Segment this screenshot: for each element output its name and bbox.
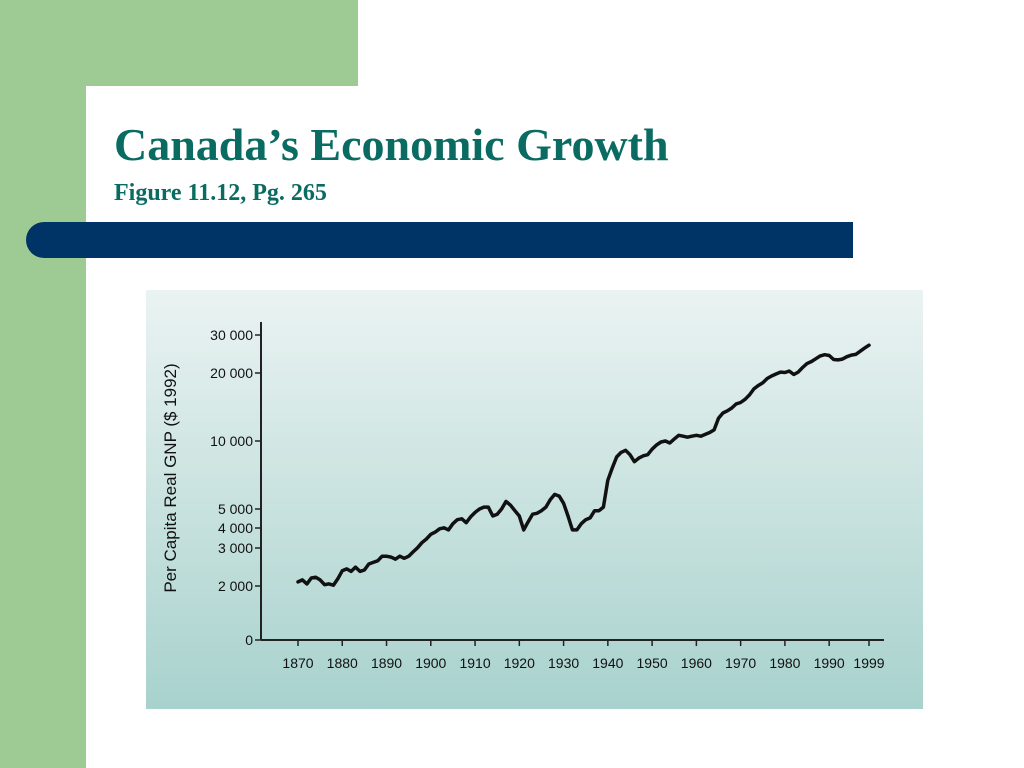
x-tick-label: 1890	[371, 655, 402, 671]
y-tick-label: 0	[245, 632, 253, 648]
y-tick-label: 5 000	[218, 501, 253, 517]
gnp-line-chart: 30 000 20 000 10 000 5 000 4 000 3 000 2 000 0 1…	[146, 290, 923, 709]
x-tick-label: 1999	[853, 655, 884, 671]
chart-background	[146, 290, 923, 709]
x-tick-label: 1900	[415, 655, 446, 671]
x-tick-label: 1910	[459, 655, 490, 671]
series-line	[296, 343, 871, 587]
y-tick-label: 30 000	[210, 327, 253, 343]
chart-panel: 30 000 20 000 10 000 5 000 4 000 3 000 2 000 0 1…	[146, 290, 923, 709]
x-tick-label: 1870	[282, 655, 313, 671]
x-tick-label: 1940	[592, 655, 623, 671]
y-tick-label: 10 000	[210, 433, 253, 449]
y-tick-label: 3 000	[218, 540, 253, 556]
y-tick-label: 20 000	[210, 365, 253, 381]
slide-subtitle: Figure 11.12, Pg. 265	[114, 180, 327, 206]
x-tick-label: 1970	[725, 655, 756, 671]
slide-title: Canada’s Economic Growth	[114, 119, 669, 170]
x-tick-label: 1880	[327, 655, 358, 671]
y-axis-label: Per Capita Real GNP ($ 1992)	[161, 363, 180, 592]
title-divider-bar	[26, 222, 853, 258]
green-accent-left	[0, 0, 86, 768]
x-tick-label: 1960	[681, 655, 712, 671]
x-tick-label: 1990	[814, 655, 845, 671]
x-tick-label: 1930	[548, 655, 579, 671]
y-tick-label: 4 000	[218, 520, 253, 536]
x-tick-label: 1980	[769, 655, 800, 671]
x-tick-label: 1950	[637, 655, 668, 671]
y-tick-label: 2 000	[218, 578, 253, 594]
x-tick-label: 1920	[504, 655, 535, 671]
